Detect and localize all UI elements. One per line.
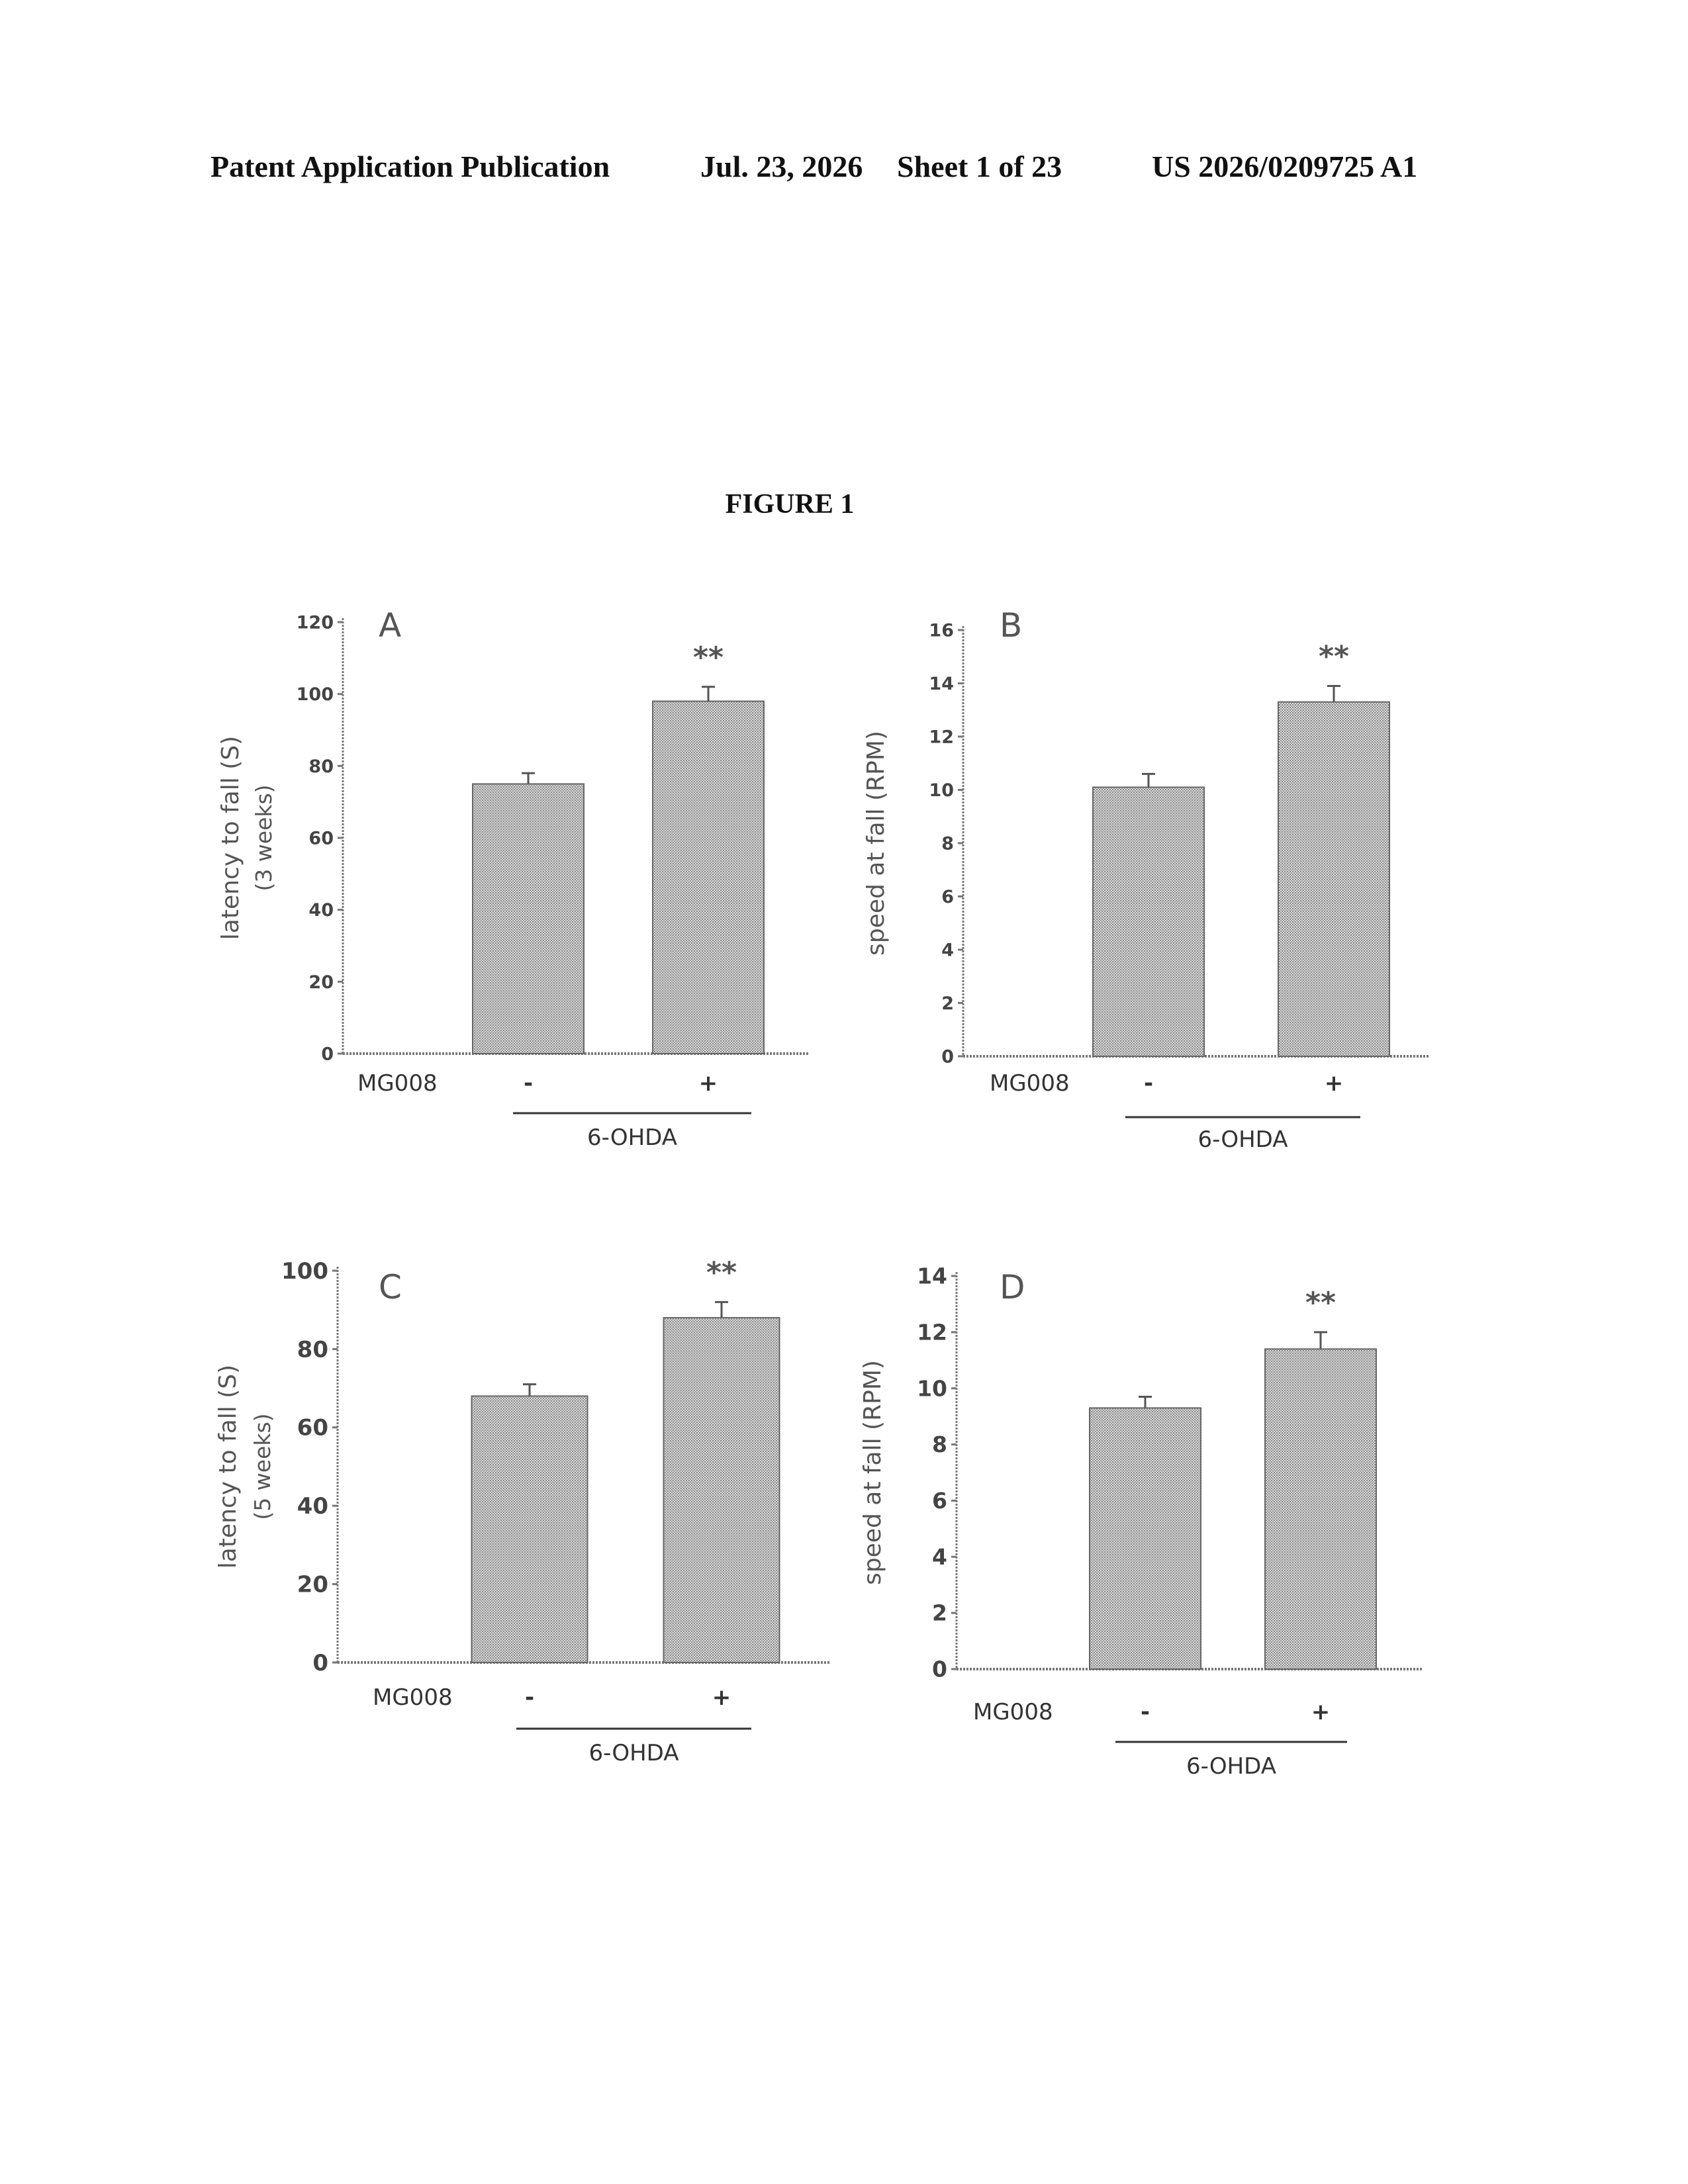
- panel-c-group-label: 6-OHDA: [588, 1740, 679, 1766]
- panel-d-category-label: +: [1311, 1699, 1331, 1725]
- panel-b-y-label: speed at fall (RPM): [863, 731, 890, 956]
- panel-a-bar: [473, 784, 584, 1054]
- panel-b-bar: [1093, 787, 1204, 1056]
- panel-c-significance: **: [706, 1255, 737, 1289]
- panel-b-y-tick-label: 8: [941, 833, 954, 854]
- panel-c-y-tick-label: 80: [297, 1336, 328, 1363]
- panel-b-bar: [1278, 702, 1389, 1056]
- panel-c-bar: [664, 1318, 780, 1662]
- panel-d-significance: **: [1305, 1286, 1336, 1320]
- panel-b-row-label: MG008: [990, 1070, 1070, 1097]
- panel-d-y-tick-label: 12: [917, 1319, 947, 1345]
- panel-d-group-label: 6-OHDA: [1186, 1753, 1276, 1780]
- panel-c-y-tick-label: 100: [281, 1258, 328, 1285]
- panel-a-significance: **: [693, 641, 724, 674]
- panel-b-y-tick-label: 6: [941, 887, 954, 907]
- panel-d-category-label: -: [1141, 1699, 1150, 1725]
- panel-a-letter: A: [379, 606, 401, 645]
- panel-d-y-tick-label: 6: [932, 1488, 947, 1514]
- panel-b-category-label: +: [1325, 1070, 1344, 1097]
- panel-d-row-label: MG008: [973, 1699, 1053, 1725]
- panel-a-y-tick-label: 60: [308, 828, 334, 848]
- panel-d-y-label: speed at fall (RPM): [859, 1360, 886, 1585]
- panel-c-category-label: +: [712, 1684, 731, 1711]
- panel-b-y-tick-label: 16: [929, 620, 954, 641]
- panel-c-category-label: -: [525, 1684, 534, 1711]
- panel-c-y-label-2: (5 weeks): [250, 1413, 275, 1520]
- panel-b-y-tick-label: 14: [929, 674, 954, 694]
- panel-d-y-tick-label: 0: [932, 1657, 947, 1682]
- panel-a-y-label-2: (3 weeks): [251, 784, 277, 891]
- panel-a-y-tick-label: 0: [321, 1044, 334, 1064]
- panel-a-bar: [653, 702, 764, 1054]
- panel-c-y-tick-label: 0: [312, 1650, 328, 1676]
- panel-b-significance: **: [1319, 640, 1349, 674]
- panel-c-y-tick-label: 60: [297, 1415, 328, 1441]
- panel-b-y-tick-label: 12: [929, 727, 954, 747]
- panel-b-y-tick-label: 10: [929, 780, 954, 801]
- panel-b-y-tick-label: 4: [941, 940, 954, 960]
- panel-d-y-tick-label: 14: [917, 1263, 947, 1289]
- panel-a-category-label: +: [699, 1070, 718, 1097]
- panel-d-bar: [1265, 1349, 1376, 1669]
- panel-a-group-label: 6-OHDA: [587, 1124, 677, 1151]
- panel-d-y-tick-label: 2: [932, 1600, 947, 1626]
- panel-c-bar: [472, 1396, 588, 1662]
- panel-d-bar: [1090, 1408, 1201, 1669]
- panel-b-y-tick-label: 2: [941, 993, 954, 1014]
- panel-b-y-tick-label: 0: [941, 1046, 954, 1067]
- panel-a-y-label: latency to fall (S): [217, 736, 244, 940]
- panel-c-letter: C: [379, 1268, 402, 1306]
- panel-c-y-label: latency to fall (S): [214, 1365, 242, 1569]
- panel-c-row-label: MG008: [373, 1684, 453, 1711]
- panel-c-y-tick-label: 20: [297, 1572, 328, 1598]
- panel-a-y-tick-label: 80: [308, 756, 334, 777]
- panel-a-y-tick-label: 120: [297, 612, 334, 633]
- panel-d-y-tick-label: 4: [932, 1544, 947, 1570]
- panel-a-category-label: -: [524, 1070, 533, 1097]
- panel-b-group-label: 6-OHDA: [1197, 1126, 1288, 1153]
- panel-d-letter: D: [1000, 1268, 1025, 1306]
- panel-a-y-tick-label: 100: [297, 684, 334, 705]
- panel-a-y-tick-label: 20: [308, 972, 334, 993]
- panel-b-letter: B: [1000, 606, 1022, 645]
- panel-d-y-tick-label: 10: [917, 1375, 947, 1401]
- panel-a-y-tick-label: 40: [308, 900, 334, 921]
- panel-c-y-tick-label: 40: [297, 1493, 328, 1520]
- panel-a-row-label: MG008: [357, 1070, 438, 1097]
- panel-b-category-label: -: [1144, 1070, 1153, 1097]
- panel-d-y-tick-label: 8: [932, 1432, 947, 1457]
